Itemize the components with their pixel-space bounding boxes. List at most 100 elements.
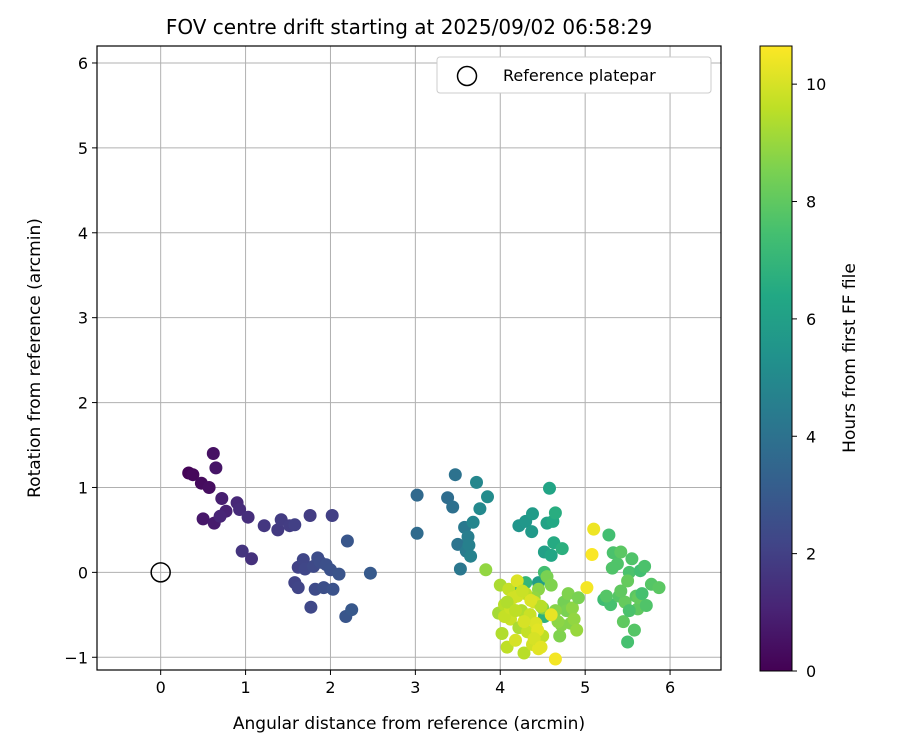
- y-tick-label: 3: [78, 309, 88, 328]
- data-point: [363, 566, 377, 580]
- data-point: [326, 582, 340, 596]
- data-point: [332, 567, 346, 581]
- data-point: [517, 615, 531, 629]
- data-point: [525, 525, 539, 539]
- y-axis-label: Rotation from reference (arcmin): [25, 218, 45, 498]
- legend-box: [436, 56, 712, 94]
- x-tick-label: 4: [495, 678, 505, 697]
- colorbar-tick-label: 2: [806, 545, 816, 564]
- x-tick-label: 6: [665, 678, 675, 697]
- data-point: [206, 447, 220, 460]
- data-point: [202, 481, 216, 494]
- data-point: [271, 523, 285, 537]
- data-point: [621, 635, 635, 649]
- data-point: [340, 534, 354, 548]
- y-axis-ticks: −1 0 1 2 3 4 5 6: [64, 54, 97, 667]
- data-point: [410, 526, 424, 540]
- data-point: [304, 600, 318, 614]
- data-point: [635, 587, 649, 601]
- y-tick-label: 4: [78, 224, 88, 243]
- data-point: [515, 584, 529, 598]
- data-point: [561, 587, 575, 601]
- data-point: [614, 584, 628, 598]
- data-point: [570, 623, 584, 637]
- data-point: [544, 578, 558, 592]
- data-point: [257, 519, 271, 533]
- data-point: [565, 601, 579, 615]
- data-point: [548, 652, 562, 666]
- scatter-points: [182, 447, 666, 666]
- data-point: [291, 581, 305, 595]
- data-point: [215, 492, 229, 505]
- data-point: [543, 481, 556, 495]
- legend-entry-reference-platepar: Reference platepar: [503, 66, 656, 85]
- x-axis-label: Angular distance from reference (arcmin): [233, 714, 585, 734]
- data-point: [638, 559, 652, 573]
- colorbar: 0 2 4 6 8 10 Hours from first FF file: [759, 45, 860, 681]
- colorbar-ticks: 0 2 4 6 8 10: [792, 75, 826, 681]
- data-point: [599, 589, 613, 603]
- x-tick-label: 3: [410, 678, 420, 697]
- data-point: [209, 461, 223, 475]
- data-point: [627, 623, 641, 637]
- data-point: [580, 581, 594, 595]
- data-point: [548, 506, 562, 520]
- data-point: [235, 544, 249, 558]
- data-point: [303, 509, 317, 522]
- x-tick-label: 0: [156, 678, 166, 697]
- grid-lines: [97, 46, 721, 670]
- data-point: [345, 603, 359, 617]
- data-point: [500, 595, 514, 609]
- data-point: [410, 488, 424, 502]
- data-point: [495, 627, 509, 640]
- data-point: [448, 468, 462, 482]
- y-tick-label: 5: [78, 139, 88, 158]
- colorbar-gradient: [759, 45, 793, 672]
- data-point: [466, 515, 480, 529]
- data-point: [196, 512, 210, 526]
- data-point: [534, 640, 548, 654]
- data-point: [534, 599, 548, 613]
- data-point: [241, 510, 255, 524]
- data-point: [509, 633, 522, 647]
- colorbar-tick-label: 4: [806, 427, 816, 446]
- data-point: [614, 545, 628, 559]
- chart-title: FOV centre drift starting at 2025/09/02 …: [166, 15, 652, 39]
- data-point: [233, 503, 247, 516]
- data-point: [470, 475, 483, 489]
- data-point: [464, 549, 478, 563]
- y-tick-label: −1: [64, 648, 88, 667]
- data-point: [571, 591, 585, 605]
- data-point: [213, 509, 227, 523]
- data-point: [462, 538, 476, 552]
- data-point: [453, 562, 467, 576]
- colorbar-tick-label: 6: [806, 310, 816, 329]
- data-point: [585, 548, 599, 561]
- data-point: [652, 581, 666, 595]
- colorbar-tick-label: 0: [806, 662, 816, 681]
- data-point: [479, 563, 493, 577]
- colorbar-tick-label: 10: [806, 75, 826, 94]
- data-point: [473, 502, 487, 516]
- data-point: [526, 507, 539, 521]
- data-point: [245, 552, 258, 566]
- data-point: [622, 604, 636, 618]
- data-point: [625, 552, 639, 566]
- y-tick-label: 2: [78, 394, 88, 413]
- data-point: [587, 522, 601, 536]
- data-point: [509, 604, 522, 618]
- data-point: [544, 548, 558, 562]
- x-tick-label: 1: [240, 678, 250, 697]
- data-point: [517, 646, 531, 660]
- data-point: [325, 509, 339, 522]
- data-point: [544, 608, 558, 622]
- legend: Reference platepar: [436, 56, 712, 94]
- legend-marker-icon: [456, 65, 478, 87]
- data-point: [510, 574, 524, 588]
- y-tick-label: 0: [78, 563, 88, 582]
- x-tick-label: 5: [580, 678, 590, 697]
- reference-platepar-marker: [150, 562, 171, 583]
- colorbar-label: Hours from first FF file: [840, 263, 860, 453]
- data-point: [605, 561, 619, 575]
